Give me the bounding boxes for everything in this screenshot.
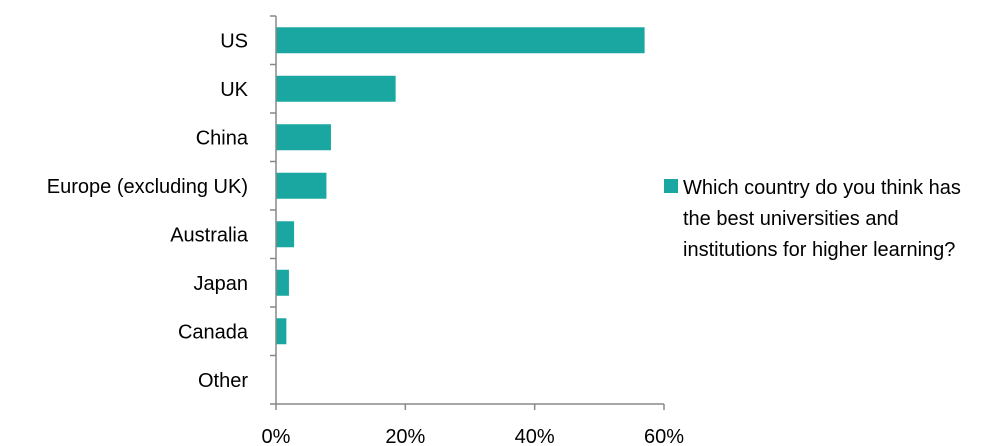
category-label: UK <box>220 79 248 101</box>
category-label: Europe (excluding UK) <box>47 176 248 198</box>
x-tick-label: 20% <box>385 426 425 446</box>
x-tick-label: 0% <box>262 426 291 446</box>
category-label: China <box>196 127 249 149</box>
category-label: Japan <box>194 273 249 295</box>
category-label: Other <box>198 370 248 392</box>
category-label: Australia <box>170 224 249 246</box>
x-tick-label: 40% <box>515 426 555 446</box>
legend: Which country do you think has the best … <box>664 173 994 266</box>
bar-china <box>276 124 331 151</box>
bar-europe-excluding-uk <box>276 172 327 199</box>
bar-australia <box>276 221 295 248</box>
bar-uk <box>276 75 396 102</box>
bar-japan <box>276 269 289 296</box>
x-tick-label: 60% <box>644 426 684 446</box>
bars-group <box>276 27 645 345</box>
axes-group <box>270 15 665 410</box>
bar-canada <box>276 318 287 345</box>
bar-us <box>276 27 645 54</box>
legend-label: Which country do you think has the best … <box>683 177 961 261</box>
category-labels: US UK China Europe (excluding UK) Australia J… <box>47 30 249 392</box>
legend-swatch <box>664 179 678 193</box>
category-label: Canada <box>178 321 249 343</box>
category-label: US <box>220 30 248 52</box>
tick-labels: 0% 20% 40% 60% <box>262 426 685 446</box>
